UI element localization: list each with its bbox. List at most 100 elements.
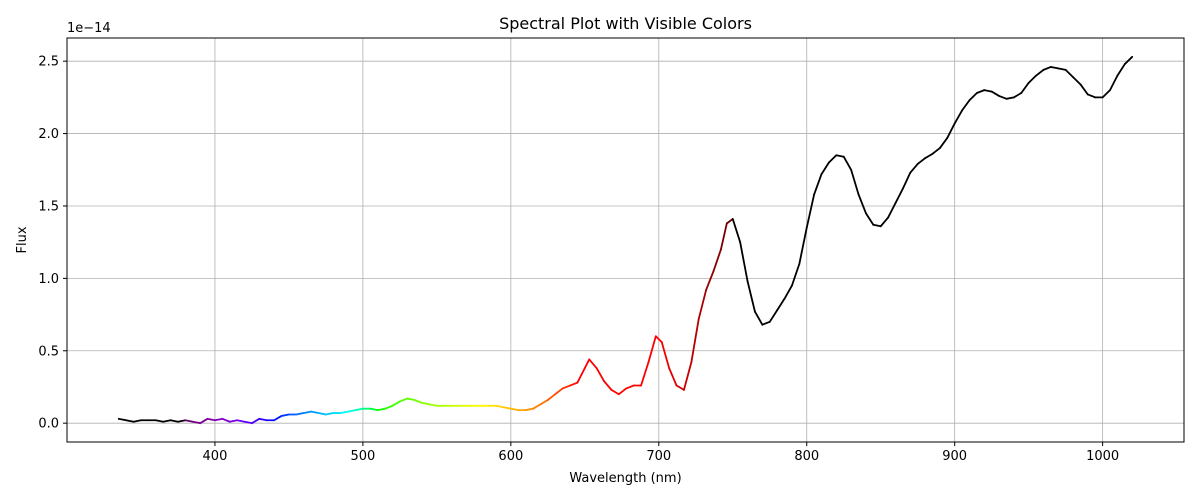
spectrum-segment: [938, 137, 949, 149]
spectrum-segment: [842, 155, 853, 171]
grid: [67, 38, 1184, 442]
spectrum-segment: [162, 419, 172, 423]
spectrum-segment: [1020, 81, 1030, 94]
spectrum-segment: [495, 404, 505, 409]
spectrum-segment: [776, 297, 786, 312]
y-axis-ticks: 0.0 0.5 1.0 1.5 2.0 2.5: [38, 55, 67, 432]
spectrum-segment: [805, 193, 816, 229]
spectrum-segment: [1064, 68, 1074, 78]
spectrum-segment: [169, 419, 179, 423]
spectrum-segment: [554, 387, 564, 396]
spectrum-segment: [1109, 74, 1119, 92]
spectrum-segment: [206, 417, 216, 422]
spectrum-segment: [705, 270, 715, 291]
spectrum-segment: [1035, 68, 1045, 77]
spectrum-segment: [258, 417, 268, 422]
spectrum-segment: [376, 407, 386, 412]
spectrum-segment: [191, 420, 202, 425]
spectrum-segment: [783, 284, 793, 300]
spectrum-segment: [712, 248, 722, 273]
spectrum-segment: [610, 388, 620, 396]
spectrum-segment: [603, 380, 613, 391]
spectrum-segment: [125, 419, 135, 423]
y-axis-label: Flux: [15, 226, 30, 253]
spectrum-segment: [983, 89, 993, 93]
spectrum-segment: [754, 310, 764, 326]
spectrum-segment: [1086, 93, 1097, 99]
spectrum-segment: [384, 404, 394, 410]
spectrum-segment: [413, 399, 423, 404]
spectrum-segment: [975, 89, 986, 94]
spectrum-segment: [154, 419, 165, 423]
y-tick-label: 0.5: [38, 344, 59, 359]
x-tick-label: 700: [646, 449, 671, 464]
spectrum-segment: [857, 193, 867, 215]
spectrum-segment: [524, 407, 534, 412]
spectrum-segment: [990, 90, 1000, 97]
spectrum-segment: [406, 397, 416, 401]
y-tick-label: 1.0: [38, 272, 59, 287]
spectrum-segment: [739, 241, 749, 283]
spectrum-segment: [561, 384, 571, 390]
spectrum-segment: [532, 403, 542, 410]
spectrum-segment: [398, 397, 409, 403]
spectrum-segment: [894, 187, 904, 204]
spectrum-line: [117, 55, 1134, 425]
spectrum-segment: [617, 387, 628, 396]
spectrum-segment: [731, 218, 742, 244]
spectrum-segment: [569, 381, 579, 387]
spectrum-segment: [924, 152, 934, 160]
spectrum-segment: [879, 216, 890, 228]
spectrum-segment: [117, 417, 128, 422]
spectrum-segment: [813, 173, 823, 196]
spectrum-segment: [354, 407, 364, 412]
spectrum-segment: [1049, 66, 1060, 70]
chart-title: Spectral Plot with Visible Colors: [499, 14, 752, 33]
spectrum-segment: [1005, 96, 1015, 100]
spectrum-segment: [835, 154, 845, 158]
x-tick-label: 800: [794, 449, 819, 464]
spectrum-segment: [199, 417, 209, 425]
spectrum-segment: [1101, 89, 1111, 99]
spectrum-segment: [761, 320, 771, 326]
spectrum-segment: [961, 99, 971, 112]
spectrum-segment: [850, 168, 860, 196]
spectrum-segment: [1123, 55, 1134, 65]
y-tick-label: 2.5: [38, 55, 59, 70]
spectrum-segment: [391, 400, 401, 407]
x-tick-label: 1000: [1086, 449, 1119, 464]
spectrum-segment: [746, 280, 756, 313]
spectrum-segment: [1027, 74, 1037, 84]
spectrum-segment: [768, 309, 779, 323]
spectrum-segment: [280, 413, 290, 417]
spectrum-segment: [421, 402, 431, 406]
spectrum-segment: [909, 163, 919, 174]
spectrum-segment: [725, 218, 734, 225]
spectrum-segment: [583, 358, 591, 370]
spectrum-segment: [683, 361, 693, 391]
x-tick-label: 400: [203, 449, 228, 464]
x-axis-label: Wavelength (nm): [569, 471, 681, 486]
spectrum-segment: [916, 157, 926, 165]
spectrum-segment: [953, 109, 963, 125]
spectrum-segment: [588, 358, 598, 370]
spectrum-segment: [660, 341, 671, 370]
spectrum-segment: [236, 419, 246, 423]
spectrum-segment: [998, 95, 1008, 100]
spectrum-segment: [428, 403, 438, 407]
x-tick-label: 600: [498, 449, 523, 464]
spectrum-segment: [509, 407, 520, 412]
spectrum-segment: [820, 161, 830, 176]
spectrum-segment: [798, 226, 808, 265]
spectrum-segment: [720, 222, 728, 251]
spectrum-segment: [654, 335, 663, 343]
spectrum-segment: [675, 384, 685, 391]
spectrum-segment: [347, 409, 357, 413]
spectrum-segment: [214, 417, 224, 422]
spectrum-segment: [243, 420, 253, 425]
y-tick-label: 2.0: [38, 127, 59, 142]
spectrum-segment: [325, 412, 335, 416]
spectrum-segment: [339, 410, 349, 414]
y-offset-label: 1e−14: [67, 21, 111, 36]
